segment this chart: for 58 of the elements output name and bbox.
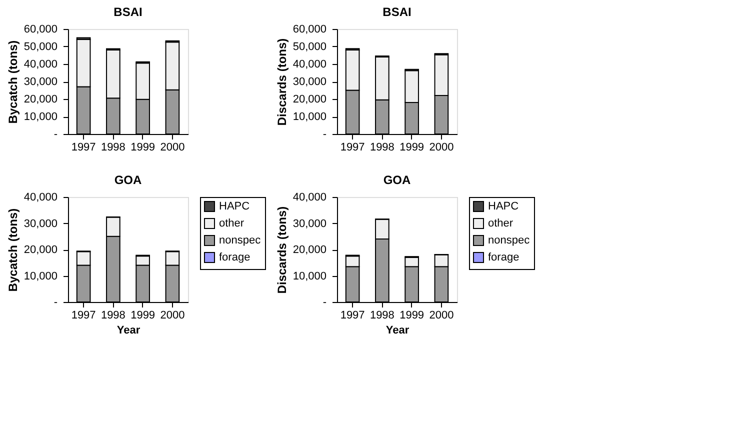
x-tick-label: 2000 xyxy=(160,310,185,322)
x-tick-label: 2000 xyxy=(160,142,185,154)
x-tick-label: 1998 xyxy=(100,142,126,154)
y-axis-title: Bycatch (tons) xyxy=(6,40,20,124)
x-tick-label: 1997 xyxy=(340,142,365,154)
y-tick-label: 20,000 xyxy=(24,244,58,256)
y-tick-label: 30,000 xyxy=(292,76,326,88)
x-tick-label: 1998 xyxy=(100,310,126,322)
chart-title: BSAI xyxy=(114,5,142,19)
y-tick-label: 40,000 xyxy=(24,192,58,204)
legend-label: forage xyxy=(488,252,520,264)
chart-title: GOA xyxy=(114,173,142,187)
x-tick-label: 1997 xyxy=(71,142,96,154)
legend-label: nonspec xyxy=(488,234,530,246)
y-tick-label: 50,000 xyxy=(24,41,58,53)
x-tick-label: 1997 xyxy=(71,310,96,322)
legend-label: other xyxy=(488,218,514,230)
legend-label: forage xyxy=(219,252,250,264)
y-tick-label: 60,000 xyxy=(24,24,58,36)
y-tick-label: 40,000 xyxy=(292,58,326,70)
x-axis-title: Year xyxy=(116,324,141,336)
y-tick-label: 40,000 xyxy=(24,58,58,70)
legend-label: HAPC xyxy=(488,200,519,212)
y-tick-label: 20,000 xyxy=(292,244,326,256)
y-tick-label: - xyxy=(54,128,58,140)
chart-title: GOA xyxy=(383,173,411,187)
x-tick-label: 1998 xyxy=(370,142,394,154)
y-tick-label: 10,000 xyxy=(292,111,326,123)
y-axis-title: Bycatch (tons) xyxy=(6,208,20,292)
x-tick-label: 1999 xyxy=(400,310,424,322)
chart-title: BSAI xyxy=(382,5,412,19)
y-tick-label: 40,000 xyxy=(292,192,326,204)
x-tick-label: 2000 xyxy=(429,142,454,154)
legend-label: nonspec xyxy=(219,234,262,246)
y-tick-label: 30,000 xyxy=(24,76,58,88)
y-tick-label: 50,000 xyxy=(292,41,326,53)
y-axis-title: Discards (tons) xyxy=(274,206,289,294)
y-tick-label: 10,000 xyxy=(292,270,326,282)
y-tick-label: 60,000 xyxy=(292,24,326,36)
x-tick-label: 1999 xyxy=(130,142,156,154)
y-tick-label: 10,000 xyxy=(24,111,58,123)
x-tick-label: 1999 xyxy=(400,142,424,154)
y-tick-label: 30,000 xyxy=(24,218,58,230)
x-tick-label: 1997 xyxy=(340,310,365,322)
y-tick-label: 30,000 xyxy=(292,218,326,230)
y-tick-label: 20,000 xyxy=(24,94,58,106)
x-axis-title: Year xyxy=(386,324,410,336)
y-tick-label: 10,000 xyxy=(24,270,58,282)
legend-label: HAPC xyxy=(219,200,250,212)
legend-label: other xyxy=(219,218,244,230)
y-axis-title: Discards (tons) xyxy=(274,38,289,126)
y-tick-label: - xyxy=(54,296,58,308)
y-tick-label: - xyxy=(322,296,327,308)
y-tick-label: - xyxy=(322,128,327,140)
x-tick-label: 1998 xyxy=(370,310,394,322)
x-tick-label: 1999 xyxy=(130,310,156,322)
y-tick-label: 20,000 xyxy=(292,94,326,106)
x-tick-label: 2000 xyxy=(429,310,454,322)
